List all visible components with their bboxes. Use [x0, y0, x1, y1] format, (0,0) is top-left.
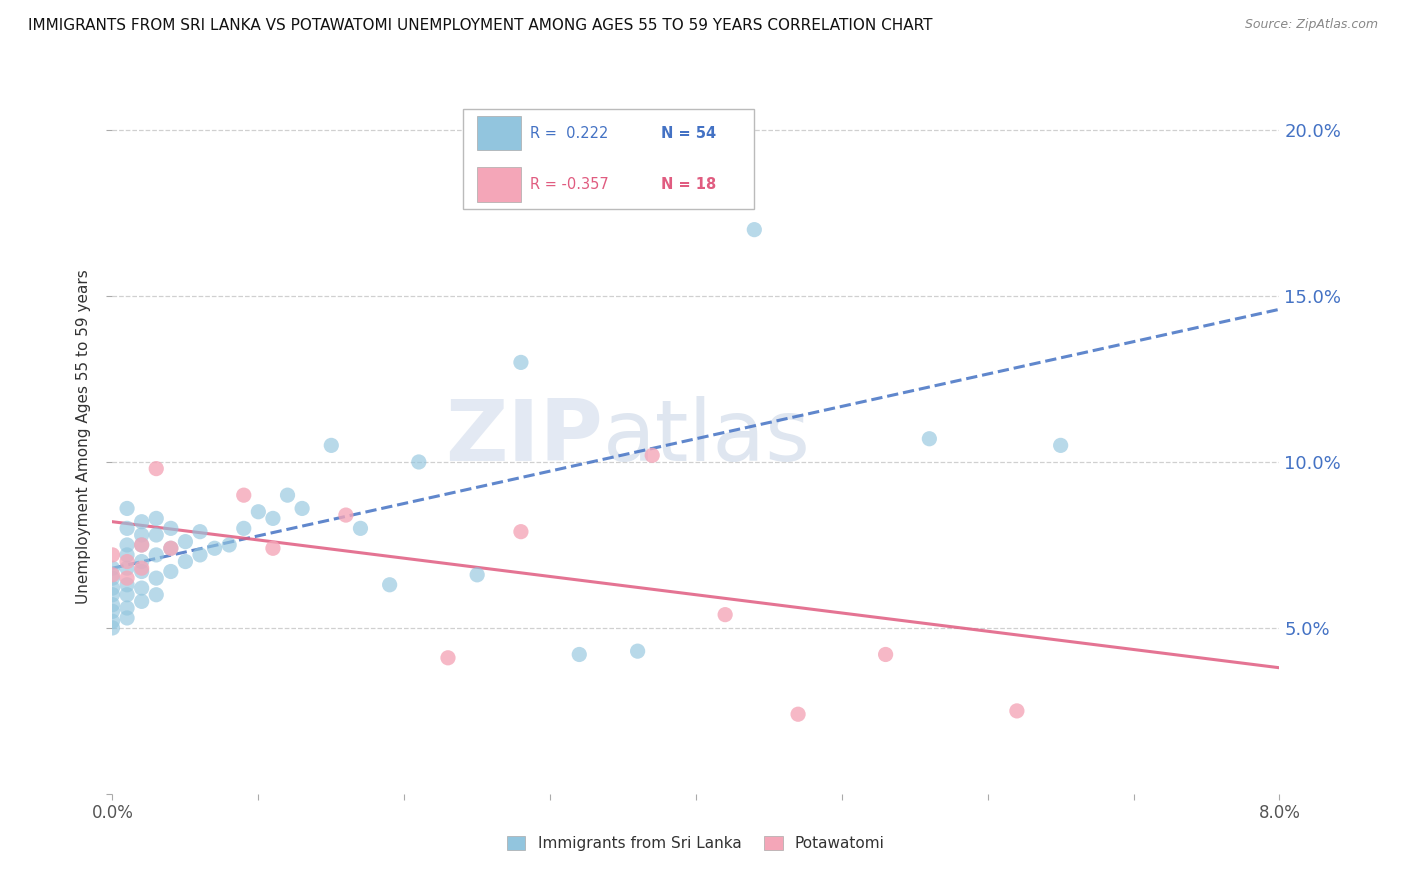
Point: [188, 524, 211, 539]
Point: [174, 555, 197, 569]
Point: [188, 548, 211, 562]
Text: atlas: atlas: [603, 395, 811, 479]
Point: [131, 565, 153, 579]
Point: [918, 432, 941, 446]
Point: [378, 578, 401, 592]
Point: [115, 555, 138, 569]
Point: [145, 548, 167, 562]
Point: [160, 521, 183, 535]
Text: R =  0.222: R = 0.222: [530, 126, 609, 141]
Point: [714, 607, 737, 622]
Point: [101, 548, 124, 562]
FancyBboxPatch shape: [477, 116, 520, 150]
Point: [101, 621, 124, 635]
FancyBboxPatch shape: [463, 109, 755, 209]
Point: [509, 524, 531, 539]
Point: [1049, 438, 1071, 452]
Point: [335, 508, 357, 522]
Point: [131, 538, 153, 552]
Point: [262, 541, 284, 556]
Point: [145, 588, 167, 602]
Point: [131, 515, 153, 529]
Point: [115, 611, 138, 625]
Text: R = -0.357: R = -0.357: [530, 177, 609, 192]
Point: [437, 650, 460, 665]
Point: [131, 538, 153, 552]
Point: [131, 594, 153, 608]
Point: [1005, 704, 1028, 718]
Point: [115, 561, 138, 575]
Point: [101, 571, 124, 585]
Point: [568, 648, 591, 662]
FancyBboxPatch shape: [477, 168, 520, 202]
Point: [115, 501, 138, 516]
Point: [101, 588, 124, 602]
Point: [115, 548, 138, 562]
Point: [115, 571, 138, 585]
Point: [160, 541, 183, 556]
Point: [101, 581, 124, 595]
Point: [509, 355, 531, 369]
Point: [232, 488, 254, 502]
Point: [218, 538, 240, 552]
Y-axis label: Unemployment Among Ages 55 to 59 years: Unemployment Among Ages 55 to 59 years: [76, 269, 91, 605]
Point: [742, 222, 765, 236]
Text: Source: ZipAtlas.com: Source: ZipAtlas.com: [1244, 18, 1378, 31]
Text: N = 54: N = 54: [661, 126, 716, 141]
Point: [247, 505, 270, 519]
Point: [627, 644, 650, 658]
Point: [349, 521, 371, 535]
Text: IMMIGRANTS FROM SRI LANKA VS POTAWATOMI UNEMPLOYMENT AMONG AGES 55 TO 59 YEARS C: IMMIGRANTS FROM SRI LANKA VS POTAWATOMI …: [28, 18, 932, 33]
Point: [145, 528, 167, 542]
Point: [115, 601, 138, 615]
Text: ZIP: ZIP: [444, 395, 603, 479]
Point: [145, 511, 167, 525]
Point: [174, 534, 197, 549]
Point: [131, 555, 153, 569]
Point: [115, 578, 138, 592]
Point: [204, 541, 226, 556]
Point: [101, 615, 124, 629]
Point: [291, 501, 314, 516]
Point: [232, 521, 254, 535]
Point: [101, 604, 124, 618]
Point: [101, 567, 124, 582]
Point: [115, 521, 138, 535]
Point: [408, 455, 430, 469]
Point: [787, 707, 810, 722]
Point: [875, 648, 897, 662]
Point: [465, 567, 488, 582]
Point: [145, 461, 167, 475]
Point: [160, 541, 183, 556]
Point: [145, 571, 167, 585]
Legend: Immigrants from Sri Lanka, Potawatomi: Immigrants from Sri Lanka, Potawatomi: [501, 830, 891, 857]
Point: [131, 528, 153, 542]
Point: [321, 438, 343, 452]
Text: N = 18: N = 18: [661, 177, 716, 192]
Point: [131, 581, 153, 595]
Point: [131, 561, 153, 575]
Point: [101, 561, 124, 575]
Point: [276, 488, 298, 502]
Point: [115, 538, 138, 552]
Point: [641, 448, 664, 462]
Point: [262, 511, 284, 525]
Point: [160, 565, 183, 579]
Point: [115, 588, 138, 602]
Point: [101, 598, 124, 612]
